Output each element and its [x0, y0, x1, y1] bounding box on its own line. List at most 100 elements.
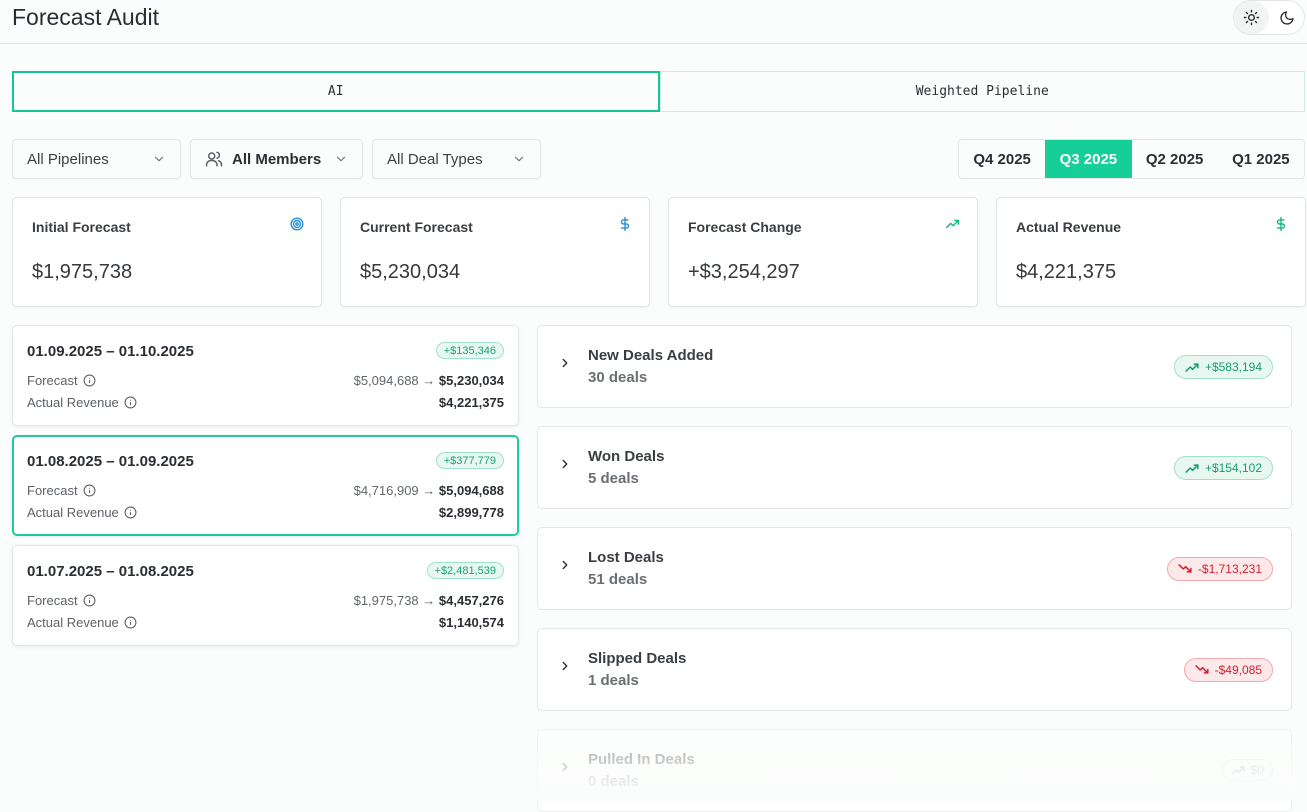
- trending-down-icon: [1195, 665, 1209, 674]
- deal-group-won[interactable]: Won Deals 5 deals +$154,102: [537, 426, 1292, 509]
- dollar-icon: [618, 216, 632, 236]
- quarter-q4-2025[interactable]: Q4 2025: [973, 150, 1031, 168]
- deal-group-amount-badge: -$1,713,231: [1166, 557, 1273, 581]
- chevron-right-icon[interactable]: [558, 457, 572, 476]
- stat-label: Forecast Change: [688, 219, 802, 235]
- pipeline-filter-label: All Pipelines: [27, 150, 109, 168]
- forecast-change-value: $5,094,688 → $5,230,034: [354, 373, 504, 388]
- deal-group-amount-badge: $0: [1221, 759, 1273, 781]
- initial-forecast-card: Initial Forecast $1,975,738: [12, 197, 322, 307]
- forecast-to: $5,230,034: [438, 373, 504, 388]
- revenue-label: Actual Revenue: [27, 615, 119, 630]
- info-icon[interactable]: [124, 506, 137, 519]
- forecast-row: Forecast $5,094,688 → $5,230,034: [27, 373, 504, 388]
- deal-type-filter-label: All Deal Types: [387, 150, 483, 168]
- deal-group-amount: -$49,085: [1214, 663, 1262, 677]
- tab-weighted-pipeline[interactable]: Weighted Pipeline: [659, 71, 1305, 112]
- member-filter-label: All Members: [232, 150, 322, 168]
- forecast-to: $4,457,276: [438, 593, 504, 608]
- forecast-to: $5,094,688: [438, 483, 504, 498]
- moon-icon: [1279, 10, 1294, 25]
- revenue-label: Actual Revenue: [27, 505, 119, 520]
- deal-group-amount-badge: +$154,102: [1173, 456, 1273, 480]
- forecast-change-value: $1,975,738 → $4,457,276: [354, 593, 504, 608]
- info-icon[interactable]: [124, 616, 137, 629]
- period-change-badge: +$377,779: [435, 452, 504, 469]
- chevron-right-icon[interactable]: [558, 659, 572, 678]
- stat-value: $4,221,375: [1016, 261, 1117, 283]
- deal-group-slipped[interactable]: Slipped Deals 1 deals -$49,085: [537, 628, 1292, 711]
- stat-value: +$3,254,297: [688, 261, 800, 283]
- trending-up-icon: [1185, 464, 1199, 473]
- deal-group-count: 0 deals: [588, 773, 639, 790]
- chevron-right-icon[interactable]: [558, 558, 572, 577]
- deal-group-amount-badge: +$583,194: [1173, 355, 1273, 379]
- revenue-label: Actual Revenue: [27, 395, 119, 410]
- trending-down-icon: [1178, 564, 1192, 573]
- period-card[interactable]: 01.09.2025 – 01.10.2025 +$135,346 Foreca…: [12, 325, 519, 426]
- deal-group-amount-badge: -$49,085: [1183, 658, 1273, 682]
- forecast-change-card: Forecast Change +$3,254,297: [668, 197, 978, 307]
- quarter-q2-2025[interactable]: Q2 2025: [1145, 150, 1204, 168]
- revenue-row: Actual Revenue $2,899,778: [27, 505, 504, 520]
- deal-group-amount: $0: [1250, 763, 1264, 777]
- current-forecast-card: Current Forecast $5,230,034: [340, 197, 650, 307]
- deal-group-count: 51 deals: [588, 571, 648, 588]
- page-title: Forecast Audit: [12, 4, 160, 30]
- deal-group-amount: +$583,194: [1204, 360, 1262, 374]
- deal-group-title: Pulled In Deals: [588, 751, 695, 768]
- deal-group-pulled-in[interactable]: Pulled In Deals 0 deals $0: [537, 729, 1292, 812]
- quarter-q1-2025[interactable]: Q1 2025: [1232, 150, 1290, 168]
- period-card-selected[interactable]: 01.08.2025 – 01.09.2025 +$377,779 Foreca…: [12, 435, 519, 536]
- light-mode-button[interactable]: [1234, 1, 1269, 34]
- stat-value: $5,230,034: [360, 261, 461, 283]
- chevron-right-icon[interactable]: [558, 356, 572, 375]
- arrow-right: →: [422, 593, 436, 608]
- info-icon[interactable]: [83, 594, 96, 607]
- deal-group-title: Lost Deals: [588, 549, 664, 566]
- stat-value: $1,975,738: [32, 261, 133, 283]
- arrow-right: →: [422, 483, 436, 498]
- forecast-from: $1,975,738: [353, 593, 419, 608]
- info-icon[interactable]: [124, 396, 137, 409]
- forecast-label: Forecast: [27, 373, 78, 388]
- pipeline-filter[interactable]: All Pipelines: [12, 139, 181, 179]
- revenue-value: $4,221,375: [438, 395, 504, 410]
- stat-label: Actual Revenue: [1016, 219, 1122, 235]
- deal-type-filter[interactable]: All Deal Types: [372, 139, 541, 179]
- trending-up-icon: [1185, 363, 1199, 372]
- forecast-label: Forecast: [27, 593, 78, 608]
- info-icon[interactable]: [83, 374, 96, 387]
- forecast-from: $5,094,688: [353, 373, 419, 388]
- deal-group-amount: +$154,102: [1204, 461, 1262, 475]
- stat-label: Current Forecast: [360, 219, 473, 235]
- period-change-badge: +$135,346: [435, 342, 504, 359]
- target-icon: [290, 217, 304, 236]
- period-card[interactable]: 01.07.2025 – 01.08.2025 +$2,481,539 Fore…: [12, 545, 519, 646]
- dark-mode-button[interactable]: [1269, 1, 1304, 34]
- theme-toggle[interactable]: [1233, 0, 1305, 35]
- arrow-right: →: [422, 373, 436, 388]
- forecast-row: Forecast $4,716,909 → $5,094,688: [27, 483, 504, 498]
- chevron-down-icon: [334, 152, 348, 166]
- member-filter[interactable]: All Members: [190, 139, 363, 179]
- period-range: 01.08.2025 – 01.09.2025: [27, 453, 194, 470]
- chevron-right-icon[interactable]: [558, 760, 572, 779]
- deal-group-lost[interactable]: Lost Deals 51 deals -$1,713,231: [537, 527, 1292, 610]
- forecast-row: Forecast $1,975,738 → $4,457,276: [27, 593, 504, 608]
- revenue-row: Actual Revenue $4,221,375: [27, 395, 504, 410]
- revenue-row: Actual Revenue $1,140,574: [27, 615, 504, 630]
- deal-group-new[interactable]: New Deals Added 30 deals +$583,194: [537, 325, 1292, 408]
- deal-group-amount: -$1,713,231: [1197, 562, 1262, 576]
- trending-up-icon: [945, 217, 960, 236]
- sun-icon: [1243, 9, 1260, 26]
- info-icon[interactable]: [83, 484, 96, 497]
- quarter-q3-2025[interactable]: Q3 2025: [1045, 140, 1132, 178]
- period-range: 01.09.2025 – 01.10.2025: [27, 343, 194, 360]
- forecast-from: $4,716,909: [353, 483, 419, 498]
- tab-ai[interactable]: AI: [12, 71, 660, 112]
- period-change-badge: +$2,481,539: [426, 562, 504, 579]
- chevron-down-icon: [512, 152, 526, 166]
- users-icon: [205, 150, 223, 168]
- forecast-change-value: $4,716,909 → $5,094,688: [354, 483, 504, 498]
